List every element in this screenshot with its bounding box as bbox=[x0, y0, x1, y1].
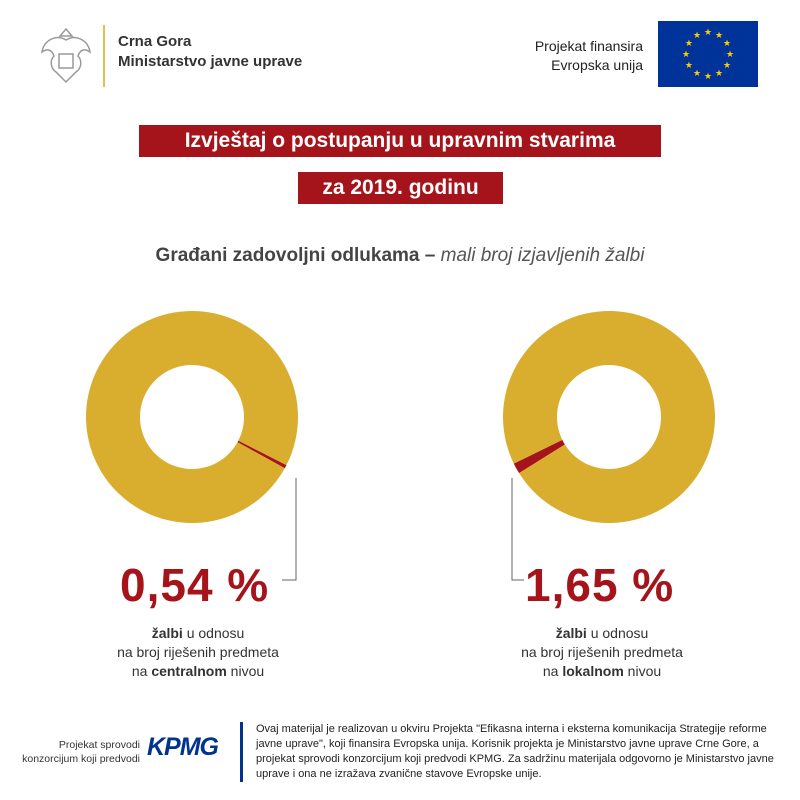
org-name: Crna Gora bbox=[118, 33, 192, 50]
caption-bold: žalbi bbox=[555, 625, 587, 641]
montenegro-coat-of-arms-icon bbox=[40, 27, 92, 84]
local-caption: žalbi u odnosu na broj riješenih predmet… bbox=[482, 624, 722, 681]
header-divider bbox=[103, 25, 105, 87]
kpmg-logo: KPMG bbox=[147, 733, 219, 761]
subtitle: Građani zadovoljni odlukama – mali broj … bbox=[0, 245, 800, 267]
implementer-line-2: konzorcijum koji predvodi bbox=[22, 753, 140, 765]
donut-slice-complaints bbox=[513, 439, 565, 474]
disclaimer-text: Ovaj materijal je realizovan u okviru Pr… bbox=[256, 723, 774, 780]
implementer-line-1: Projekat sprovodi bbox=[58, 739, 140, 751]
eu-star-icon: ★ bbox=[723, 38, 731, 48]
eu-flag-icon: ★ ★★★★★★★★★★★ bbox=[658, 21, 758, 87]
central-caption: žalbi u odnosu na broj riješenih predmet… bbox=[78, 624, 318, 681]
ministry-name: Ministarstvo javne uprave bbox=[118, 53, 303, 70]
title-line-2: za 2019. godinu bbox=[298, 172, 503, 204]
eu-star-icon: ★ bbox=[726, 49, 734, 59]
caption-text: na bbox=[542, 663, 563, 679]
local-percent-label: 1,65 % bbox=[525, 559, 675, 611]
eu-star-icon: ★ bbox=[693, 68, 701, 78]
leader-line bbox=[511, 478, 524, 581]
leader-line bbox=[282, 478, 297, 581]
subtitle-bold: Građani zadovoljni odlukama – bbox=[155, 245, 436, 266]
eu-line-1: Projekat finansira bbox=[534, 38, 643, 54]
caption-text: nivou bbox=[226, 663, 265, 679]
footer-divider bbox=[240, 722, 243, 782]
eu-star-icon: ★ bbox=[704, 71, 712, 81]
donut-slice-complaints bbox=[237, 440, 287, 469]
caption-text: na bbox=[131, 663, 152, 679]
central-percent-label: 0,54 % bbox=[120, 559, 270, 611]
caption-text: u odnosu bbox=[586, 625, 649, 641]
eu-star-icon: ★ bbox=[685, 60, 693, 70]
title-line-1: Izvještaj o postupanju u upravnim stvari… bbox=[139, 125, 661, 157]
eu-star-icon: ★ bbox=[704, 27, 712, 37]
eu-star-icon: ★ bbox=[715, 68, 723, 78]
eu-line-2: Evropska unija bbox=[551, 57, 643, 73]
eu-star-icon: ★ bbox=[685, 38, 693, 48]
caption-text: u odnosu bbox=[182, 625, 245, 641]
eu-star-icon: ★ bbox=[723, 60, 731, 70]
eu-star-icon: ★ bbox=[682, 49, 690, 59]
caption-text: nivou bbox=[623, 663, 662, 679]
implementer-text: Projekat sprovodi konzorcijum koji predv… bbox=[10, 738, 140, 766]
eu-star-icon: ★ bbox=[715, 30, 723, 40]
eu-funding-text: Projekat finansira Evropska unija bbox=[480, 37, 643, 75]
subtitle-italic: mali broj izjavljenih žalbi bbox=[440, 245, 645, 266]
caption-bold: lokalnom bbox=[562, 663, 624, 679]
donut-slice-other bbox=[86, 310, 299, 523]
caption-line-2: na broj riješenih predmeta bbox=[521, 644, 683, 660]
donut-slice-other bbox=[503, 311, 716, 524]
caption-bold: centralnom bbox=[151, 663, 227, 679]
caption-bold: žalbi bbox=[151, 625, 183, 641]
eu-star-icon: ★ bbox=[693, 30, 701, 40]
caption-line-2: na broj riješenih predmeta bbox=[117, 644, 279, 660]
